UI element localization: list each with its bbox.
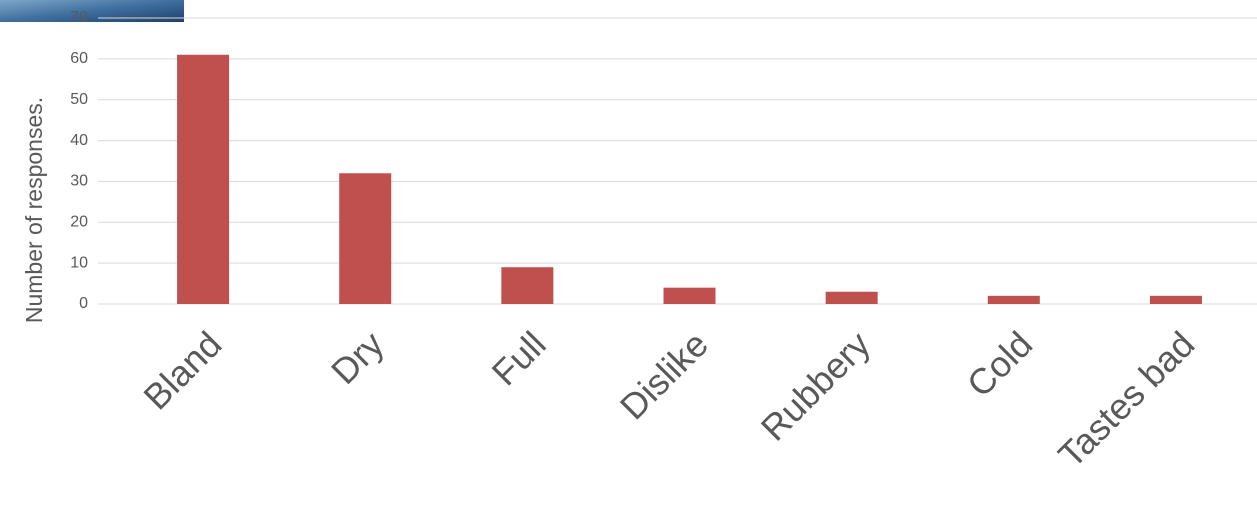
bar [825, 291, 878, 304]
y-tick-label: 50 [70, 91, 88, 108]
y-tick-label: 0 [79, 295, 88, 312]
bar [1149, 295, 1202, 304]
bar [339, 173, 392, 304]
x-tick-label: Bland [135, 323, 229, 417]
x-tick-label: Dislike [612, 323, 716, 427]
decorative-image [0, 0, 184, 22]
y-tick-label: 10 [70, 254, 88, 271]
y-tick-label: 40 [70, 132, 88, 149]
y-tick-label: 20 [70, 214, 88, 231]
y-tick-label: 60 [70, 50, 88, 67]
x-tick-label: Cold [959, 323, 1040, 404]
y-axis-title: Number of responses. [21, 97, 47, 323]
y-tick-label: 30 [70, 173, 88, 190]
x-tick-label: Dry [323, 323, 392, 392]
bar [501, 267, 554, 304]
bar [663, 287, 716, 304]
bar [987, 295, 1040, 304]
bar [177, 54, 230, 305]
x-tick-label: Full [484, 323, 554, 393]
y-tick-label: 70 [70, 9, 88, 26]
x-tick-label: Tastes bad [1050, 323, 1202, 475]
x-tick-label: Rubbery [753, 323, 878, 448]
